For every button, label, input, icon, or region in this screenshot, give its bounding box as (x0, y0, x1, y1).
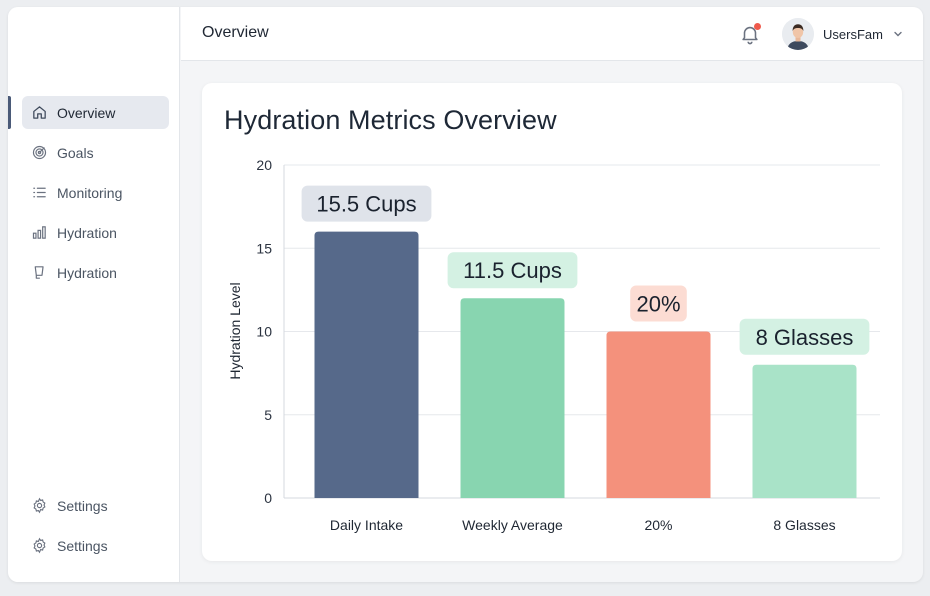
bell-icon[interactable] (739, 23, 761, 45)
bar (314, 231, 419, 498)
sidebar-item-settings-2[interactable]: Settings (22, 529, 169, 562)
data-label-background (630, 285, 687, 322)
y-tick-label: 15 (256, 240, 272, 256)
y-tick-label: 0 (264, 490, 272, 506)
sidebar-item-settings[interactable]: Settings (22, 489, 169, 522)
bar (460, 298, 565, 498)
list-icon (33, 187, 46, 198)
top-header: Overview UsersFam (181, 7, 923, 61)
notification-dot (754, 23, 761, 30)
data-label: 8 Glasses (756, 325, 854, 350)
y-axis-title: Hydration Level (227, 282, 243, 379)
card-title: Hydration Metrics Overview (224, 105, 557, 135)
sidebar-item-label: Settings (57, 497, 108, 514)
x-tick-label: Weekly Average (462, 517, 563, 533)
sidebar-item-hydration-2[interactable]: Hydration (22, 256, 169, 289)
data-label-background (739, 318, 870, 355)
page-title: Overview (202, 24, 269, 41)
y-tick-label: 5 (264, 407, 272, 423)
sidebar-item-label: Hydration (57, 224, 117, 241)
data-label: 11.5 Cups (463, 258, 562, 283)
metrics-card: Hydration Metrics Overview 0 5 10 15 20 Hydra… (202, 83, 902, 561)
data-label-background (301, 185, 432, 222)
hydration-bar-chart: 0 5 10 15 20 Hydration Level Daily Intake 15.5 … (227, 157, 880, 533)
data-label: 20% (636, 292, 680, 317)
target-icon (32, 145, 47, 160)
sidebar-item-hydration[interactable]: Hydration (22, 216, 169, 249)
gear-icon (33, 537, 46, 554)
sidebar-item-label: Settings (57, 537, 108, 554)
bar-chart-icon (32, 226, 46, 239)
bar (752, 364, 857, 498)
gear-icon (33, 497, 46, 514)
y-tick-label: 10 (256, 324, 272, 340)
x-tick-label: Daily Intake (330, 517, 403, 533)
data-label-background (447, 252, 578, 289)
chevron-down-icon (894, 31, 902, 37)
app-window: Overview Goals Monitoring Hydration Hydr… (8, 7, 923, 582)
bar (606, 331, 711, 498)
username: UsersFam (823, 26, 883, 42)
x-tick-label: 20% (644, 517, 672, 533)
y-tick-label: 20 (256, 157, 272, 173)
user-menu[interactable]: UsersFam (782, 17, 904, 51)
cup-icon (34, 266, 44, 279)
sidebar-item-label: Goals (57, 144, 94, 161)
sidebar-item-overview[interactable]: Overview (22, 96, 169, 129)
sidebar-item-label: Monitoring (57, 184, 123, 201)
sidebar-item-label: Overview (57, 104, 116, 121)
sidebar-item-label: Hydration (57, 264, 117, 281)
x-tick-label: 8 Glasses (773, 517, 835, 533)
avatar (782, 18, 814, 50)
active-indicator (8, 96, 11, 129)
data-label: 15.5 Cups (316, 192, 416, 217)
sidebar-item-monitoring[interactable]: Monitoring (22, 176, 169, 209)
sidebar-item-goals[interactable]: Goals (22, 136, 169, 169)
sidebar: Overview Goals Monitoring Hydration Hydr… (8, 7, 180, 582)
home-icon (33, 106, 46, 119)
avatar-icon (782, 18, 814, 50)
